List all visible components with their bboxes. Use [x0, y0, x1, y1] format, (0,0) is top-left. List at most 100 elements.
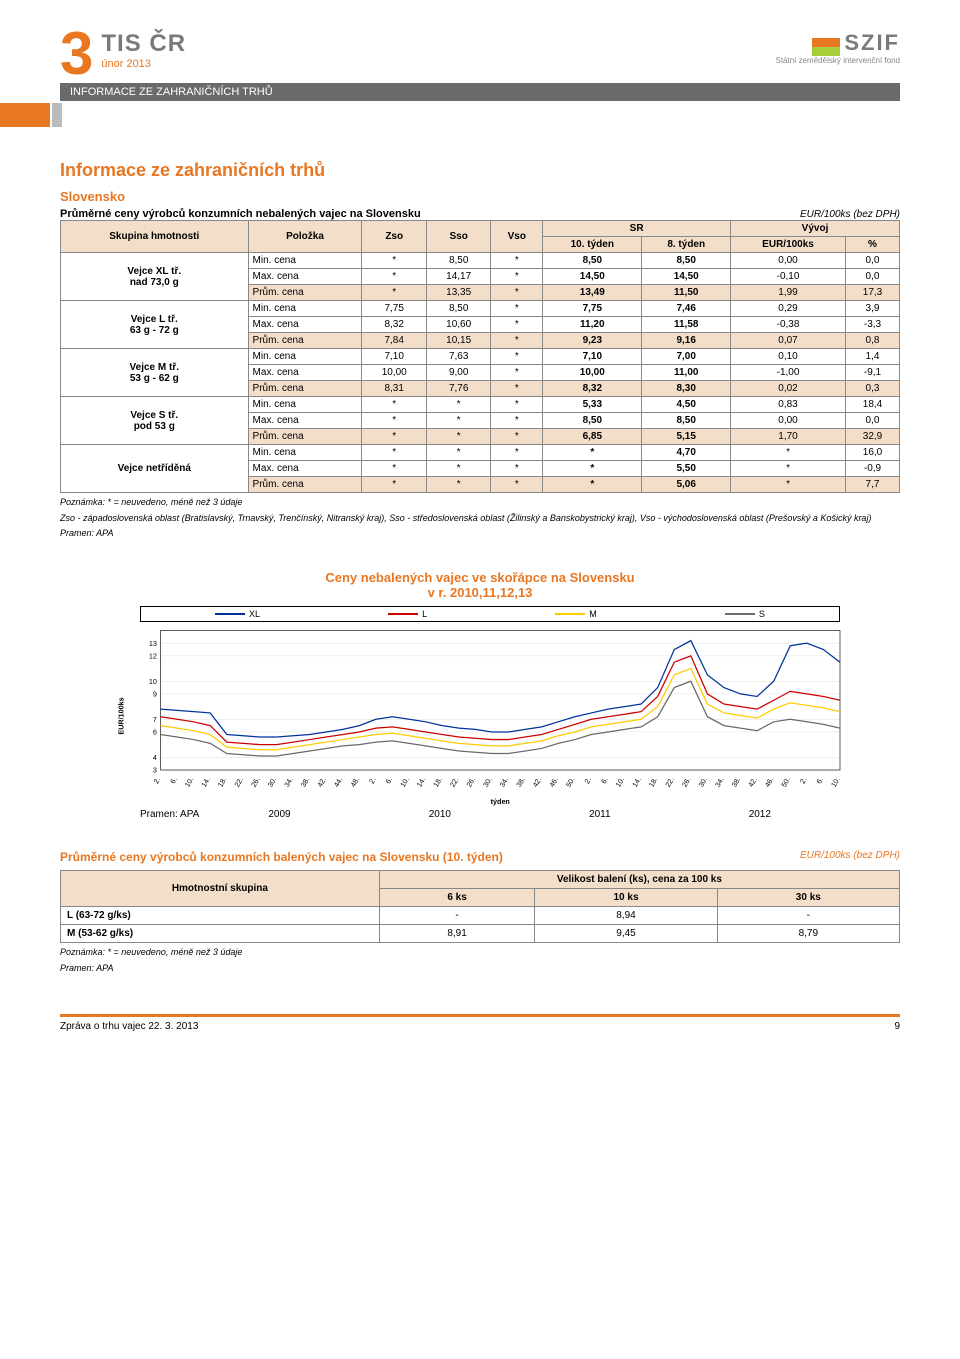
cell: 5,33: [543, 397, 642, 413]
cell: Min. cena: [248, 445, 362, 461]
svg-text:18.: 18.: [431, 776, 444, 789]
svg-text:6.: 6.: [383, 776, 394, 786]
cell: 7,10: [362, 349, 426, 365]
country-subtitle: Slovensko: [60, 189, 900, 204]
cell: 8,50: [543, 413, 642, 429]
svg-text:6.: 6.: [814, 776, 825, 786]
cell: 3,9: [846, 301, 900, 317]
svg-text:3: 3: [153, 766, 157, 775]
svg-text:50.: 50.: [564, 776, 577, 789]
chart-block: Ceny nebalených vajec ve skořápce na Slo…: [60, 570, 900, 820]
cell: 7,76: [426, 381, 490, 397]
svg-text:42.: 42.: [746, 776, 759, 789]
th-sr: SR: [543, 221, 731, 237]
svg-text:26.: 26.: [464, 776, 477, 789]
svg-text:30.: 30.: [481, 776, 494, 789]
legend-item: S: [725, 609, 765, 619]
cell: 0,0: [846, 269, 900, 285]
cell: 10,60: [426, 317, 490, 333]
cell: *: [543, 445, 642, 461]
svg-text:14.: 14.: [630, 776, 643, 789]
th-eur: EUR/100ks: [731, 237, 846, 253]
cell: 11,20: [543, 317, 642, 333]
svg-text:18.: 18.: [647, 776, 660, 789]
cell: *: [362, 445, 426, 461]
group-cell: Vejce XL tř. nad 73,0 g: [61, 253, 249, 301]
cell: -3,3: [846, 317, 900, 333]
cell: 11,00: [642, 365, 731, 381]
cell: 10,00: [543, 365, 642, 381]
cell: *: [491, 269, 543, 285]
issue-date: únor 2013: [101, 58, 186, 70]
cell: 0,00: [731, 413, 846, 429]
cell: *: [491, 381, 543, 397]
cell: 7,75: [543, 301, 642, 317]
cell: *: [491, 317, 543, 333]
cell: -0,9: [846, 461, 900, 477]
cell: Min. cena: [248, 349, 362, 365]
cell: 16,0: [846, 445, 900, 461]
cell: 0,00: [731, 253, 846, 269]
cell: 8,50: [543, 253, 642, 269]
cell: *: [543, 477, 642, 493]
svg-text:EUR/100ks: EUR/100ks: [117, 697, 126, 734]
th-vyvoj: Vývoj: [731, 221, 900, 237]
t2-col: 30 ks: [717, 889, 899, 907]
cell: -9,1: [846, 365, 900, 381]
cell: *: [362, 429, 426, 445]
t2-cell: 8,91: [379, 925, 535, 943]
table2-note: Poznámka: * = neuvedeno, méně než 3 údaj…: [60, 947, 900, 959]
cell: 13,49: [543, 285, 642, 301]
cell: 6,85: [543, 429, 642, 445]
svg-text:10.: 10.: [829, 776, 842, 789]
issue-number: 3: [60, 30, 93, 78]
cell: 7,63: [426, 349, 490, 365]
cell: *: [491, 253, 543, 269]
cell: Prům. cena: [248, 381, 362, 397]
cell: Prům. cena: [248, 429, 362, 445]
th-sso: Sso: [426, 221, 490, 253]
table1-source: Pramen: APA: [60, 528, 900, 540]
svg-text:6.: 6.: [599, 776, 610, 786]
cell: 4,50: [642, 397, 731, 413]
cell: *: [426, 429, 490, 445]
cell: 14,17: [426, 269, 490, 285]
cell: *: [491, 365, 543, 381]
legend-item: XL: [215, 609, 260, 619]
logo-left: 3 TIS ČR únor 2013: [60, 30, 186, 78]
svg-text:10.: 10.: [183, 776, 196, 789]
cell: 17,3: [846, 285, 900, 301]
cell: Prům. cena: [248, 285, 362, 301]
t2-group: M (53-62 g/ks): [61, 925, 380, 943]
cell: -0,10: [731, 269, 846, 285]
cell: Max. cena: [248, 413, 362, 429]
cell: 10,15: [426, 333, 490, 349]
svg-text:26.: 26.: [249, 776, 262, 789]
year-label: 2012: [749, 809, 771, 820]
cell: Max. cena: [248, 317, 362, 333]
cell: 18,4: [846, 397, 900, 413]
cell: *: [731, 477, 846, 493]
th-vso: Vso: [491, 221, 543, 253]
th-zso: Zso: [362, 221, 426, 253]
svg-text:7: 7: [153, 715, 157, 724]
cell: *: [491, 413, 543, 429]
cell: 13,35: [426, 285, 490, 301]
svg-text:18.: 18.: [216, 776, 229, 789]
svg-text:9: 9: [153, 690, 157, 699]
cell: *: [543, 461, 642, 477]
chart-title: Ceny nebalených vajec ve skořápce na Slo…: [60, 570, 900, 600]
cell: 4,70: [642, 445, 731, 461]
cell: *: [362, 461, 426, 477]
svg-text:38.: 38.: [514, 776, 527, 789]
svg-text:34.: 34.: [282, 776, 295, 789]
cell: 0,0: [846, 413, 900, 429]
svg-text:30.: 30.: [696, 776, 709, 789]
cell: *: [362, 253, 426, 269]
cell: Prům. cena: [248, 477, 362, 493]
svg-text:2.: 2.: [367, 776, 378, 786]
th-pct: %: [846, 237, 900, 253]
svg-text:2.: 2.: [151, 776, 162, 786]
t2-cell: -: [717, 907, 899, 925]
cell: 7,10: [543, 349, 642, 365]
